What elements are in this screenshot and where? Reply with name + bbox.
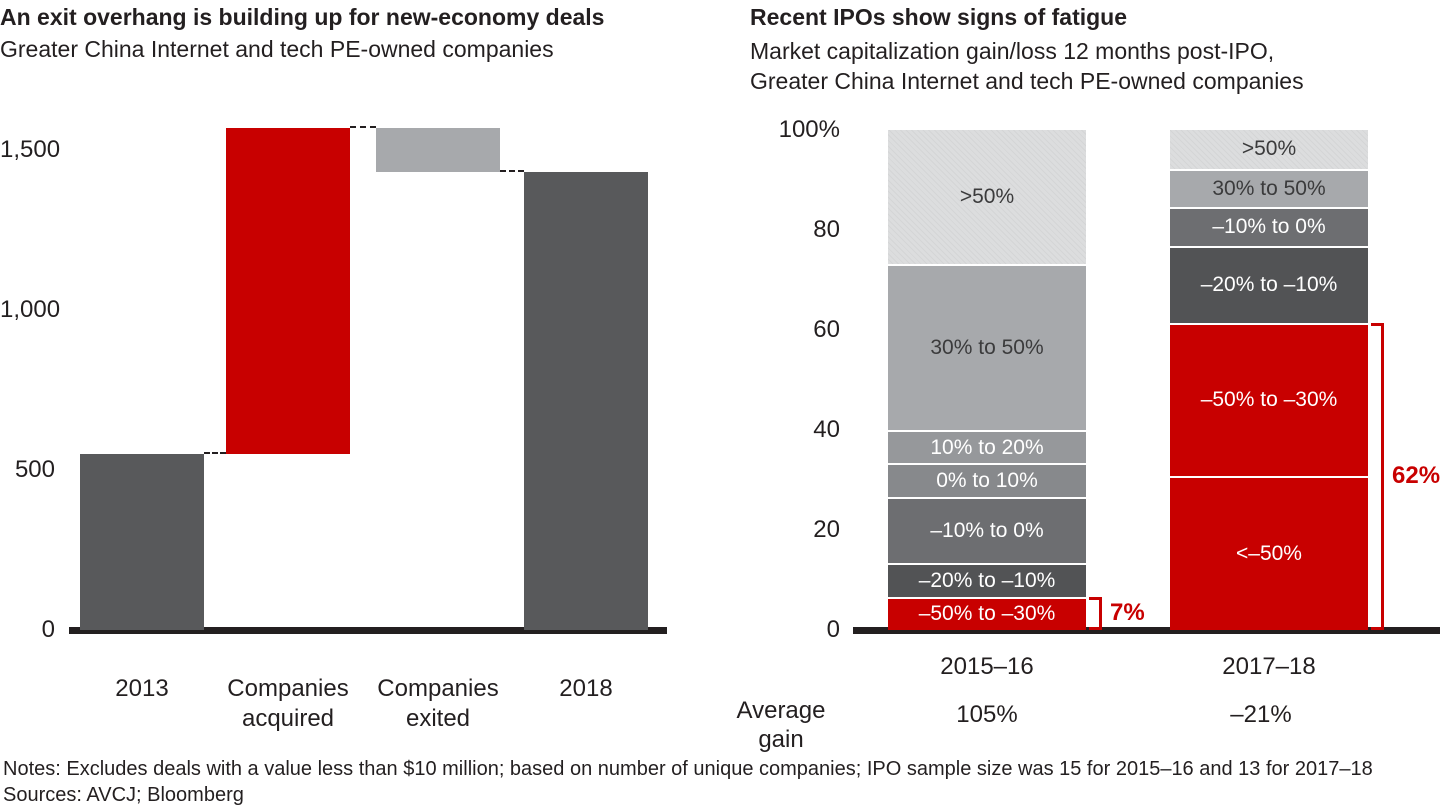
left-category-label-2: Companies acquired	[227, 675, 349, 732]
left-category-label-1: 2013	[115, 675, 169, 702]
stacked-segment-2015–16-1: >50%	[888, 130, 1086, 264]
left-ytick-0: 0	[41, 616, 55, 643]
left-chart-title: An exit overhang is building up for new-…	[0, 4, 605, 30]
right-ytick-20: 20	[813, 516, 840, 543]
left-ytick-500: 500	[14, 456, 55, 483]
stacked-segment-2015–16-2: 30% to 50%	[888, 263, 1086, 430]
bracket-2	[1371, 322, 1384, 630]
sources-line: Sources: AVCJ; Bloomberg	[3, 784, 244, 806]
right-chart-subtitle-line2: Greater China Internet and tech PE-owned…	[750, 68, 1304, 94]
stacked-segment-2015–16-4: 0% to 10%	[888, 463, 1086, 497]
stacked-segment-2017–18-5: –50% to –30%	[1170, 322, 1368, 476]
right-chart-title: Recent IPOs show signs of fatigue	[750, 4, 1128, 30]
segment-label: –10% to 0%	[930, 518, 1044, 542]
segment-label: 10% to 20%	[930, 435, 1044, 459]
left-chart-subtitle: Greater China Internet and tech PE-owned…	[0, 36, 554, 62]
stacked-segment-2015–16-5: –10% to 0%	[888, 496, 1086, 563]
right-ytick-100: 100%	[778, 116, 840, 143]
left-x-axis-line	[69, 627, 667, 634]
waterfall-connector-1	[204, 452, 226, 454]
stacked-segment-2015–16-6: –20% to –10%	[888, 563, 1086, 597]
average-gain-value-1: 105%	[956, 701, 1018, 728]
right-category-label-2: 2017–18	[1222, 653, 1316, 680]
stacked-segment-2015–16-3: 10% to 20%	[888, 430, 1086, 463]
stacked-segment-2017–18-2: 30% to 50%	[1170, 168, 1368, 207]
notes-line: Notes: Excludes deals with a value less …	[3, 758, 1373, 780]
waterfall-bar-3	[376, 127, 500, 173]
left-ytick-1000: 1,000	[0, 296, 61, 323]
segment-label: –50% to –30%	[918, 602, 1056, 626]
stacked-segment-2017–18-6: <–50%	[1170, 476, 1368, 630]
average-gain-value-2: –21%	[1230, 701, 1292, 728]
waterfall-bar-4	[524, 172, 648, 630]
stacked-segment-2017–18-1: >50%	[1170, 130, 1368, 169]
segment-label: –50% to –30%	[1200, 388, 1338, 412]
segment-label: –20% to –10%	[918, 568, 1056, 592]
right-ytick-0: 0	[826, 616, 840, 643]
bracket-1	[1089, 596, 1102, 630]
segment-label: 0% to 10%	[936, 468, 1038, 492]
segment-label: –20% to –10%	[1200, 273, 1338, 296]
average-gain-row-label: Average gain	[736, 697, 826, 753]
left-category-label-3: Companies exited	[377, 675, 499, 732]
left-ytick-1500: 1,500	[0, 136, 61, 163]
segment-label: 30% to 50%	[1212, 176, 1326, 200]
waterfall-bar-2	[226, 127, 350, 454]
right-ytick-80: 80	[813, 216, 840, 243]
left-category-label-4: 2018	[559, 675, 613, 702]
right-ytick-40: 40	[813, 416, 840, 443]
segment-label: >50%	[1241, 137, 1297, 161]
waterfall-connector-3	[500, 170, 524, 173]
segment-label: <–50%	[1236, 542, 1302, 565]
waterfall-connector-2	[350, 125, 376, 128]
right-ytick-60: 60	[813, 316, 840, 343]
segment-label: –10% to 0%	[1212, 215, 1326, 239]
segment-label: >50%	[959, 184, 1015, 208]
waterfall-bar-1	[80, 454, 204, 630]
stacked-segment-2017–18-3: –10% to 0%	[1170, 207, 1368, 246]
left-chart-plot: 0 500 1,000 1,500 2013 Companies acquired Comp…	[0, 125, 667, 732]
right-chart-subtitle-line1: Market capitalization gain/loss 12 month…	[750, 38, 1275, 64]
right-category-label-1: 2015–16	[940, 653, 1034, 680]
stacked-segment-2015–16-7: –50% to –30%	[888, 596, 1086, 630]
right-x-axis-line	[853, 627, 1440, 634]
stacked-segment-2017–18-4: –20% to –10%	[1170, 245, 1368, 323]
bracket-label-2: 62%	[1392, 462, 1440, 490]
bracket-label-1: 7%	[1110, 599, 1145, 627]
segment-label: 30% to 50%	[930, 335, 1044, 359]
